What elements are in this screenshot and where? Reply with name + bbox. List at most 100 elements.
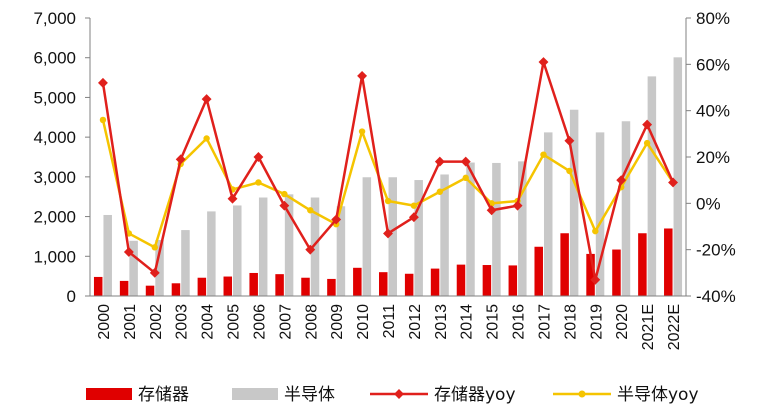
memory-bar (249, 272, 258, 296)
semiconductor-yoy-point (643, 139, 651, 147)
x-tick-label: 2008 (303, 304, 320, 340)
left-tick-label: 7,000 (33, 9, 76, 28)
left-axis: 0 1,000 2,000 3,000 4,000 5,000 6,000 7,000 (33, 9, 90, 306)
memory-yoy-point (538, 57, 549, 67)
memory-bar (275, 274, 284, 296)
x-tick-label: 2009 (329, 304, 346, 340)
semiconductor-bar (336, 206, 346, 296)
bar-series (93, 57, 683, 297)
semiconductor-bar (647, 76, 657, 296)
x-tick-label: 2013 (433, 304, 450, 340)
memory-yoy-point (305, 244, 316, 255)
semiconductor-bar (310, 197, 320, 296)
memory-yoy-point (357, 70, 368, 81)
x-tick-label: 2019 (588, 304, 605, 340)
x-tick-label: 2005 (226, 304, 243, 340)
memory-yoy-point (149, 267, 160, 278)
x-tick-label: 2000 (96, 304, 113, 340)
left-tick-label: 3,000 (33, 168, 76, 187)
semiconductor-yoy-point (307, 207, 314, 214)
memory-yoy-point (642, 119, 653, 130)
legend-memory-swatch (86, 388, 132, 400)
right-tick-label: -20% (696, 241, 736, 260)
memory-yoy-point (616, 175, 627, 186)
semiconductor-yoy-point (410, 202, 418, 209)
semiconductor-yoy-point (540, 151, 547, 158)
x-tick-label: 2020 (614, 304, 631, 340)
right-tick-label: 40% (696, 102, 730, 121)
left-tick-label: 0 (67, 287, 76, 306)
memory-bar (379, 272, 388, 296)
semiconductor-yoy-point (358, 128, 366, 135)
semiconductor-yoy-point (281, 190, 288, 198)
memory-bar (456, 264, 466, 296)
right-tick-label: 0% (696, 194, 721, 213)
semiconductor-bar (233, 205, 242, 296)
semiconductor-yoy-point (99, 116, 107, 124)
semiconductor-bar (258, 197, 268, 296)
semiconductor-bar (207, 211, 216, 296)
legend-semiconductor-yoy-marker (578, 390, 586, 398)
semiconductor-yoy-point (255, 179, 262, 186)
memory-yoy-point (201, 94, 212, 105)
memory-yoy-point (279, 200, 290, 211)
memory-bar (430, 268, 440, 296)
x-tick-label: 2002 (148, 304, 165, 340)
semiconductor-bar (621, 121, 631, 296)
semiconductor-bar (129, 240, 138, 296)
left-tick-label: 2,000 (33, 208, 76, 227)
memory-yoy-point (668, 177, 678, 188)
x-tick-label: 2007 (277, 304, 294, 340)
memory-yoy-point (590, 274, 601, 285)
memory-bar (638, 233, 647, 296)
x-tick-label: 2001 (122, 304, 139, 340)
semiconductor-yoy-point (592, 227, 599, 235)
x-tick-label: 2012 (407, 304, 424, 340)
semiconductor-yoy-point (384, 197, 392, 205)
x-tick-label: 2015 (485, 304, 502, 340)
memory-bar (223, 276, 233, 296)
memory-bar (327, 278, 336, 296)
semiconductor-bar (103, 214, 112, 296)
semiconductor-yoy-point (462, 174, 469, 182)
semiconductor-bar (492, 162, 501, 296)
left-tick-label: 5,000 (33, 88, 76, 107)
semiconductor-yoy-point (203, 135, 210, 142)
memory-yoy-point (408, 212, 419, 223)
right-axis: -40% -20% 0% 20% 40% 60% 80% (686, 9, 736, 306)
legend-memory-yoy-marker (394, 389, 404, 399)
x-tick-label: 2004 (200, 304, 217, 340)
right-tick-label: 60% (696, 55, 730, 74)
memory-bar (508, 265, 518, 296)
memory-yoy-point (383, 228, 393, 239)
left-tick-label: 1,000 (33, 247, 76, 266)
left-tick-label: 6,000 (33, 49, 76, 68)
memory-bar (119, 280, 129, 296)
semiconductor-bar (673, 57, 683, 297)
x-tick-label: 2022E (666, 304, 683, 350)
x-tick-label: 2017 (536, 304, 553, 340)
memory-bar (93, 276, 103, 296)
right-tick-label: 80% (696, 9, 730, 28)
semiconductor-bar (284, 194, 294, 296)
semiconductor-bar (181, 230, 190, 296)
memory-bar (586, 253, 595, 296)
semiconductor-yoy-point (566, 167, 573, 175)
legend: 存储器 半导体 存储器yoy 半导体yoy (86, 385, 699, 405)
x-tick-label: 2003 (174, 304, 191, 340)
memory-yoy-point (486, 205, 497, 216)
x-tick-label: 2011 (381, 304, 398, 339)
memory-yoy-point (460, 156, 471, 167)
memory-yoy-point (331, 214, 342, 225)
x-tick-label: 2006 (251, 304, 268, 340)
semiconductor-bar (155, 240, 164, 296)
legend-semiconductor-yoy-label: 半导体yoy (617, 385, 699, 405)
memory-bar (353, 267, 362, 296)
semiconductor-yoy-point (436, 188, 444, 195)
memory-yoy-point (227, 193, 238, 204)
memory-bar (301, 277, 310, 296)
memory-yoy-point (434, 156, 445, 167)
semiconductor-bar (440, 174, 449, 296)
memory-bar (534, 246, 543, 296)
memory-yoy-point (253, 152, 264, 162)
